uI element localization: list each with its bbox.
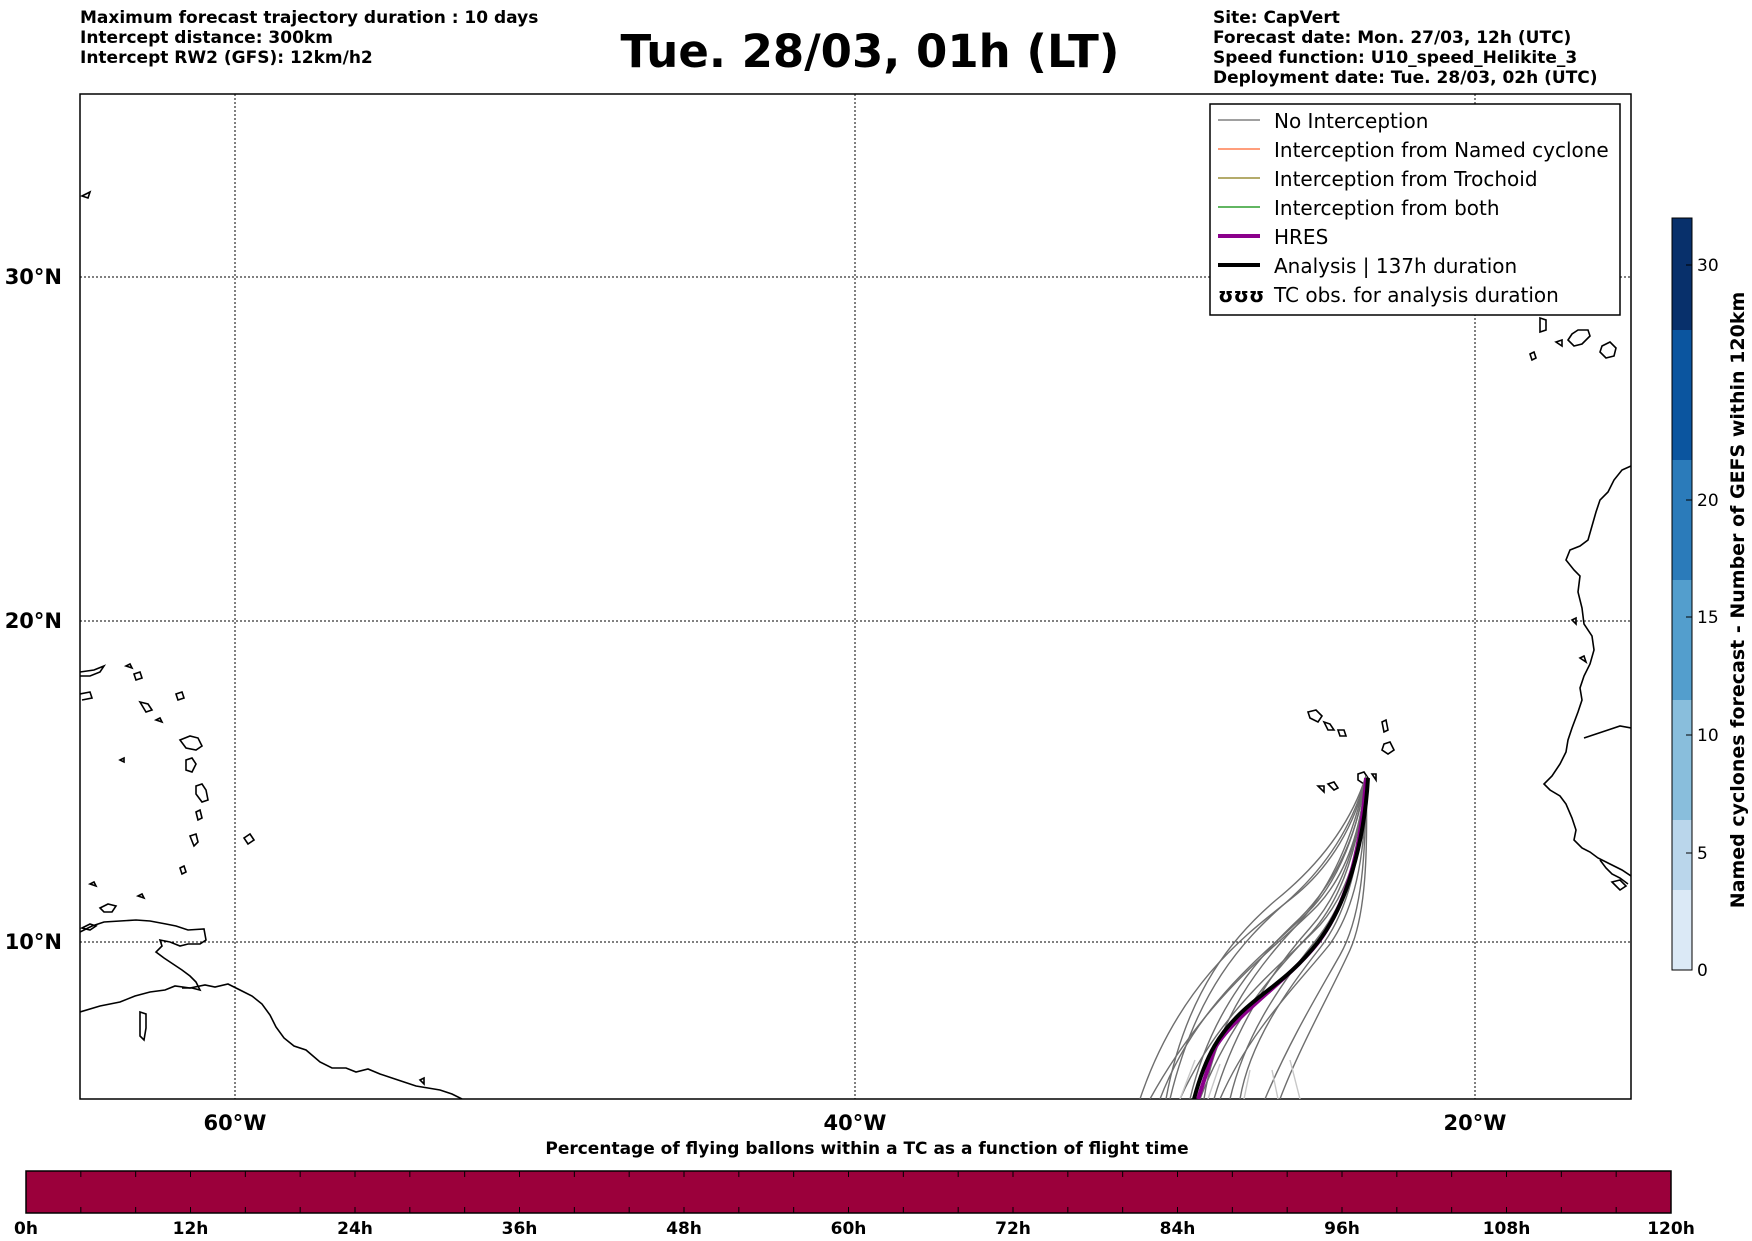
bottom-tick-12h: 12h [173, 1219, 209, 1239]
bottom-tick-96h: 96h [1324, 1219, 1360, 1239]
legend-label-no-interception: No Interception [1274, 109, 1428, 133]
colorbar-segment-6 [1672, 330, 1692, 460]
legend-label-trochoid: Interception from Trochoid [1274, 167, 1538, 191]
colorbar-tick-5: 5 [1697, 844, 1708, 864]
trajectory-tails [1179, 1059, 1301, 1099]
coastline-africa [1529, 316, 1631, 892]
bottom-tick-72h: 72h [995, 1219, 1031, 1239]
lon-tick-40w: 40°W [824, 1111, 887, 1135]
colorbar-tick-30: 30 [1697, 256, 1719, 276]
legend-box [1209, 103, 1621, 316]
bottom-tick-84h: 84h [1160, 1219, 1196, 1239]
bottom-tick-0h: 0h [14, 1219, 38, 1239]
intercept-rw2-text: Intercept RW2 (GFS): 12km/h2 [80, 48, 373, 68]
colorbar-segment-3 [1672, 700, 1692, 820]
lon-tick-20w: 20°W [1444, 1111, 1507, 1135]
tc-symbol-icon: ʊʊʊ [1218, 283, 1264, 307]
coastline-west [80, 190, 463, 1099]
site-text: Site: CapVert [1213, 8, 1340, 28]
legend-label-tc-obs: TC obs. for analysis duration [1273, 283, 1559, 307]
bottom-bar: 0h 12h 24h 36h 48h 60h 72h 84h 96h 108h … [14, 1170, 1695, 1239]
colorbar-tick-15: 15 [1697, 608, 1719, 628]
bottom-tick-36h: 36h [502, 1219, 538, 1239]
colorbar-segment-7 [1672, 218, 1692, 330]
colorbar-tick-0: 0 [1697, 961, 1708, 981]
colorbar-segment-4 [1672, 580, 1692, 700]
bottom-bar-minor-ticks [80, 1171, 1617, 1213]
bottom-tick-60h: 60h [831, 1219, 867, 1239]
lat-tick-20n: 20°N [5, 609, 62, 633]
trajectory-analysis [1192, 777, 1370, 1099]
colorbar-segment-1 [1672, 890, 1692, 970]
legend-label-named-cyclone: Interception from Named cyclone [1274, 138, 1609, 162]
bottom-tick-48h: 48h [666, 1219, 702, 1239]
site-info: Site: CapVert Forecast date: Mon. 27/03,… [1213, 8, 1598, 88]
colorbar-segment-5 [1672, 460, 1692, 580]
intercept-distance-text: Intercept distance: 300km [80, 28, 333, 48]
legend-label-hres: HRES [1274, 225, 1328, 249]
max-duration-text: Maximum forecast trajectory duration : 1… [80, 8, 539, 28]
bottom-bar-tick-labels: 0h 12h 24h 36h 48h 60h 72h 84h 96h 108h … [14, 1219, 1695, 1239]
legend: No Interception Interception from Named … [1209, 103, 1621, 316]
lat-tick-30n: 30°N [5, 265, 62, 289]
deployment-date-text: Deployment date: Tue. 28/03, 02h (UTC) [1213, 68, 1598, 88]
legend-label-both: Interception from both [1274, 196, 1500, 220]
colorbar-frame [1671, 217, 1693, 971]
speed-function-text: Speed function: U10_speed_Helikite_3 [1213, 48, 1578, 68]
cape-verde-islands [1306, 709, 1396, 794]
bottom-bar-fill [25, 1170, 1672, 1214]
bottom-tick-120h: 120h [1647, 1219, 1695, 1239]
forecast-date-text: Forecast date: Mon. 27/03, 12h (UTC) [1213, 28, 1572, 48]
bottom-bar-title: Percentage of flying ballons within a TC… [545, 1139, 1188, 1159]
colorbar-tick-20: 20 [1697, 491, 1719, 511]
lat-tick-10n: 10°N [5, 930, 62, 954]
forecast-parameters: Maximum forecast trajectory duration : 1… [80, 8, 538, 68]
colorbar-segment-2 [1672, 820, 1692, 890]
lon-tick-60w: 60°W [204, 1111, 267, 1135]
colorbar-named-cyclones: 0 5 10 15 20 30 Named cyclones forecast … [1671, 217, 1749, 981]
colorbar-tick-10: 10 [1697, 726, 1719, 746]
legend-label-analysis: Analysis | 137h duration [1274, 254, 1517, 278]
bottom-tick-108h: 108h [1483, 1219, 1531, 1239]
page-title: Tue. 28/03, 01h (LT) [620, 25, 1120, 78]
bottom-tick-24h: 24h [337, 1219, 373, 1239]
colorbar-label: Named cyclones forecast - Number of GEFS… [1727, 292, 1749, 909]
